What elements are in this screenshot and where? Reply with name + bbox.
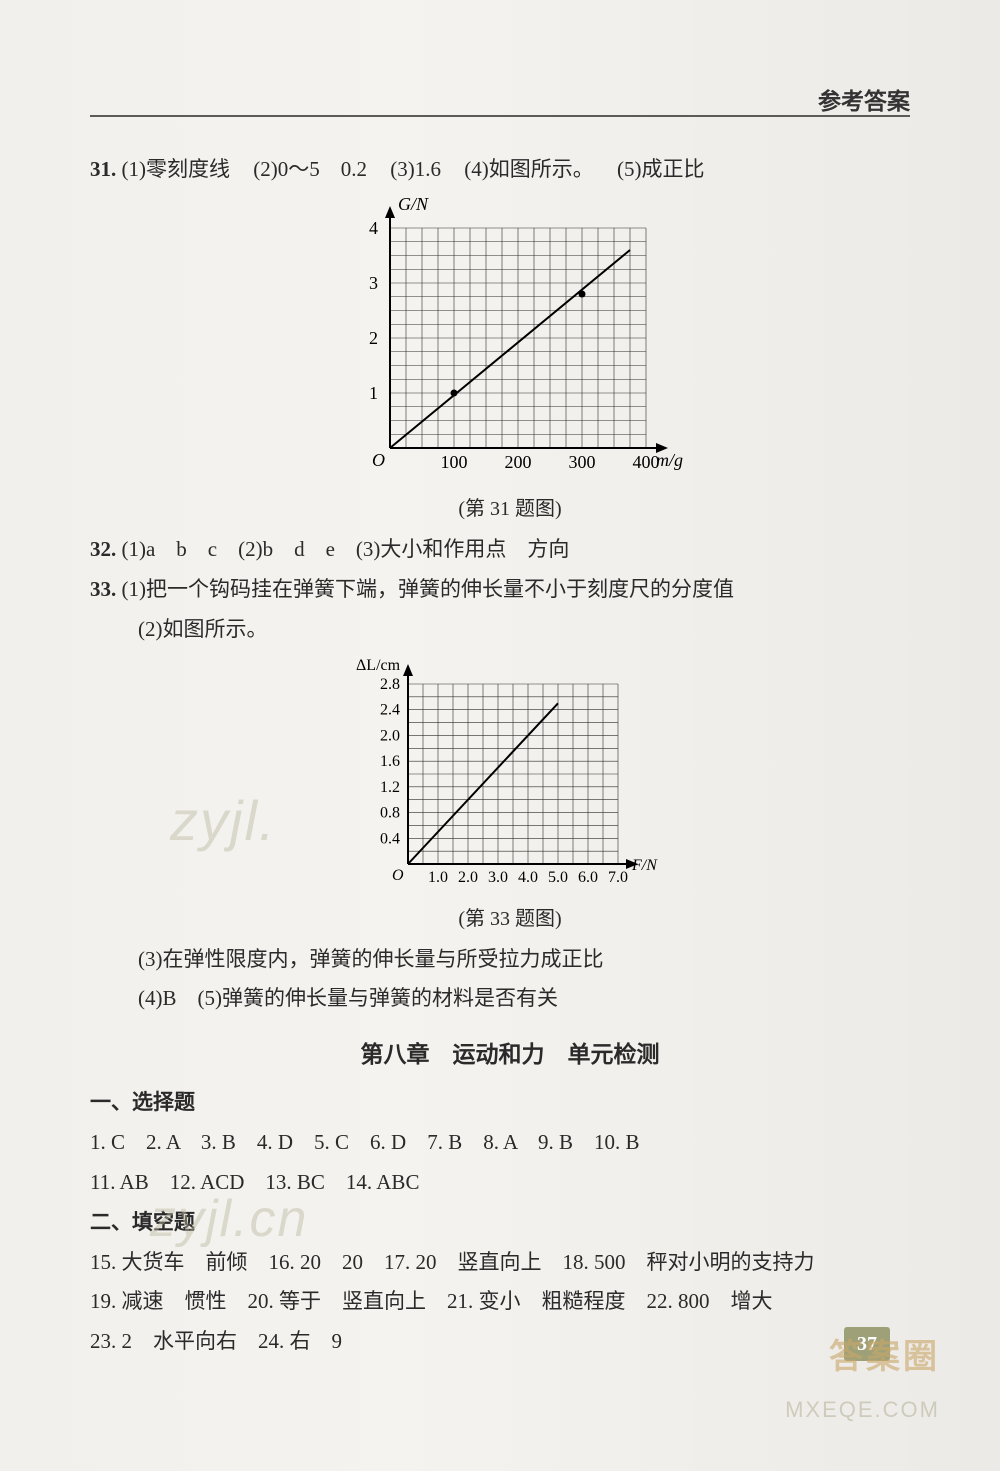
svg-text:100: 100: [441, 452, 468, 472]
svg-text:2: 2: [369, 328, 378, 348]
svg-text:1.2: 1.2: [380, 778, 400, 795]
q31-caption: (第 31 题图): [90, 490, 930, 528]
q33-chart: ΔL/cm F/N O 1.0 2.0 3.0 4.0 5.0 6.0 7.0 0.4 0.8 1.2 1…: [340, 658, 680, 898]
q33-num: 33.: [90, 577, 116, 601]
ch8-row4: 19. 减速 惯性 20. 等于 竖直向上 21. 变小 粗糙程度 22. 80…: [90, 1282, 930, 1322]
q31-figure: G/N m/g O 100 200 300 400 1 2 3 4 (第 31 题图): [90, 198, 930, 528]
svg-text:3.0: 3.0: [488, 869, 508, 886]
q32-num: 32.: [90, 537, 116, 561]
q31-p3: (3)1.6: [390, 157, 441, 181]
svg-text:G/N: G/N: [398, 198, 429, 214]
q33-line1: 33. (1)把一个钩码挂在弹簧下端，弹簧的伸长量不小于刻度尺的分度值: [90, 570, 930, 610]
svg-text:0.8: 0.8: [380, 804, 400, 821]
header-rule: [90, 115, 910, 117]
svg-text:300: 300: [569, 452, 596, 472]
svg-text:O: O: [392, 867, 404, 884]
svg-text:5.0: 5.0: [548, 869, 568, 886]
q33-line2: (2)如图所示。: [90, 610, 930, 650]
page: 参考答案 31. (1)零刻度线 (2)0～5 0.2 (3)1.6 (4)如图…: [0, 0, 1000, 1471]
q31-p4: (4)如图所示。: [464, 157, 594, 181]
svg-text:F/N: F/N: [631, 857, 658, 874]
wm-bottom-l1: 答案圈: [785, 1325, 940, 1390]
q33-line3: (3)在弹性限度内，弹簧的伸长量与所受拉力成正比: [90, 940, 930, 980]
q31-line: 31. (1)零刻度线 (2)0～5 0.2 (3)1.6 (4)如图所示。 (…: [90, 150, 930, 190]
q33-t3: (3)在弹性限度内，弹簧的伸长量与所受拉力成正比: [138, 947, 604, 971]
ch8-sec2: 二、填空题: [90, 1203, 930, 1243]
q32-line: 32. (1)a b c (2)b d e (3)大小和作用点 方向: [90, 530, 930, 570]
chapter8-title: 第八章 运动和力 单元检测: [90, 1033, 930, 1077]
svg-text:1: 1: [369, 383, 378, 403]
svg-text:2.0: 2.0: [458, 869, 478, 886]
svg-text:4.0: 4.0: [518, 869, 538, 886]
svg-text:3: 3: [369, 273, 378, 293]
q31-p2: (2)0～5 0.2: [253, 157, 367, 181]
q33-t2: (2)如图所示。: [138, 617, 268, 641]
header-label: 参考答案: [818, 80, 910, 124]
q31-chart: G/N m/g O 100 200 300 400 1 2 3 4: [330, 198, 690, 488]
q31-num: 31.: [90, 157, 116, 181]
q32-text: (1)a b c (2)b d e (3)大小和作用点 方向: [122, 537, 570, 561]
watermark-bottom: 答案圈 MXEQE.COM: [785, 1325, 940, 1431]
q31-p1: (1)零刻度线: [122, 157, 231, 181]
watermark-mid-1: zyjl.: [170, 768, 276, 874]
q31-p5: (5)成正比: [617, 157, 705, 181]
svg-text:7.0: 7.0: [608, 869, 628, 886]
svg-text:400: 400: [633, 452, 660, 472]
q33-caption: (第 33 题图): [90, 900, 930, 938]
wm-bottom-l2: MXEQE.COM: [785, 1389, 940, 1431]
ch8-row3: 15. 大货车 前倾 16. 20 20 17. 20 竖直向上 18. 500…: [90, 1243, 930, 1283]
svg-text:0.4: 0.4: [380, 830, 400, 847]
ch8-sec1: 一、选择题: [90, 1083, 930, 1123]
q33-t4: (4)B (5)弹簧的伸长量与弹簧的材料是否有关: [138, 986, 558, 1010]
ch8-row1: 1. C 2. A 3. B 4. D 5. C 6. D 7. B 8. A …: [90, 1123, 930, 1163]
svg-text:200: 200: [505, 452, 532, 472]
svg-text:2.8: 2.8: [380, 676, 400, 693]
page-body: 31. (1)零刻度线 (2)0～5 0.2 (3)1.6 (4)如图所示。 (…: [90, 150, 930, 1362]
svg-text:m/g: m/g: [656, 450, 683, 470]
svg-text:O: O: [372, 450, 385, 470]
svg-text:6.0: 6.0: [578, 869, 598, 886]
svg-text:1.6: 1.6: [380, 753, 400, 770]
svg-text:1.0: 1.0: [428, 869, 448, 886]
svg-text:ΔL/cm: ΔL/cm: [356, 658, 401, 674]
svg-text:2.4: 2.4: [380, 701, 400, 718]
ch8-row2: 11. AB 12. ACD 13. BC 14. ABC: [90, 1163, 930, 1203]
q33-figure: zyjl. ΔL/cm F/N O 1.0 2.0 3.0 4.0 5.0 6.0 7.0 0.4 0…: [90, 658, 930, 938]
q33-line4: (4)B (5)弹簧的伸长量与弹簧的材料是否有关: [90, 979, 930, 1019]
svg-text:4: 4: [369, 218, 378, 238]
svg-text:2.0: 2.0: [380, 727, 400, 744]
q33-t1: (1)把一个钩码挂在弹簧下端，弹簧的伸长量不小于刻度尺的分度值: [122, 577, 734, 601]
